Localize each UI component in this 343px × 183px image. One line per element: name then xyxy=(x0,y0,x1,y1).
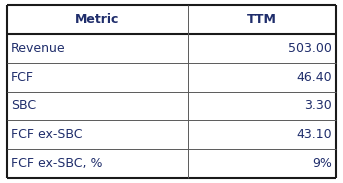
Bar xyxy=(7,120,188,149)
Text: Revenue: Revenue xyxy=(11,42,66,55)
Text: FCF ex-SBC: FCF ex-SBC xyxy=(11,128,82,141)
Bar xyxy=(188,5,336,34)
Text: SBC: SBC xyxy=(11,99,36,112)
Bar xyxy=(7,63,188,92)
Text: Metric: Metric xyxy=(75,13,120,26)
Bar xyxy=(7,5,188,34)
Bar xyxy=(7,149,188,178)
Bar xyxy=(188,92,336,120)
Text: 3.30: 3.30 xyxy=(304,99,332,112)
Text: FCF: FCF xyxy=(11,71,34,84)
Bar xyxy=(7,92,188,120)
Text: 9%: 9% xyxy=(312,157,332,170)
Text: FCF ex-SBC, %: FCF ex-SBC, % xyxy=(11,157,103,170)
Text: 503.00: 503.00 xyxy=(288,42,332,55)
Text: TTM: TTM xyxy=(247,13,277,26)
Text: 46.40: 46.40 xyxy=(296,71,332,84)
Bar xyxy=(7,34,188,63)
Bar xyxy=(188,34,336,63)
Text: 43.10: 43.10 xyxy=(296,128,332,141)
Bar xyxy=(188,120,336,149)
Bar xyxy=(188,149,336,178)
Bar xyxy=(188,63,336,92)
